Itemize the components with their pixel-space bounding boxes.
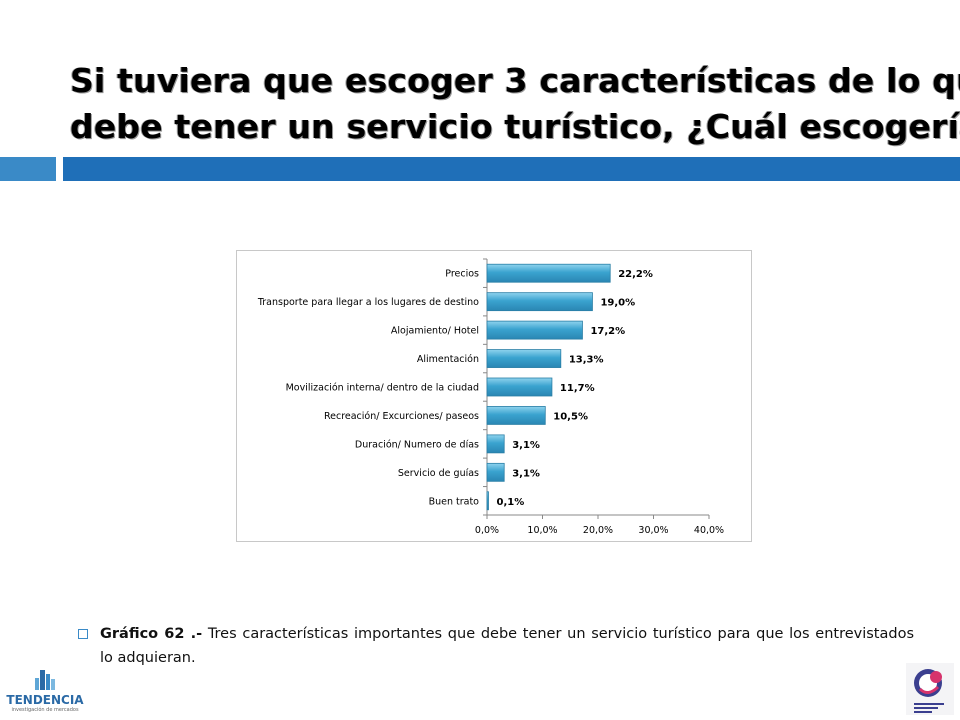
data-label: 3,1% <box>512 468 540 479</box>
logo-left-sub: investigación de mercados <box>11 706 79 713</box>
data-label: 17,2% <box>590 326 625 337</box>
data-label: 3,1% <box>512 440 540 451</box>
title-line-1: Si tuviera que escoger 3 características… <box>70 61 960 100</box>
quito-turismo-logo-icon <box>906 663 954 715</box>
data-label: 10,5% <box>553 411 588 422</box>
data-label: 13,3% <box>569 355 604 366</box>
logo-left-text: TENDENCIA <box>6 693 84 707</box>
data-label: 22,2% <box>618 269 653 280</box>
x-tick-label: 0,0% <box>475 525 499 536</box>
tendencia-logo-icon: TENDENCIA investigación de mercados <box>6 670 84 713</box>
caption-text: Tres características importantes que deb… <box>100 626 914 666</box>
x-tick-label: 40,0% <box>694 525 724 536</box>
bar <box>486 434 505 454</box>
title-line-2: debe tener un servicio turístico, ¿Cuál … <box>70 107 960 146</box>
category-label: Movilización interna/ dentro de la ciuda… <box>286 383 479 394</box>
category-label: Alojamiento/ Hotel <box>391 326 479 337</box>
category-label: Precios <box>445 269 479 280</box>
bullet-square-icon <box>78 629 88 639</box>
bar <box>486 406 546 425</box>
slide-title: Si tuviera que escoger 3 características… <box>70 58 960 150</box>
bar <box>486 462 505 482</box>
bar <box>486 377 553 397</box>
category-label: Transporte para llegar a los lugares de … <box>257 297 479 308</box>
header-band-left <box>0 157 56 181</box>
bar-chart-svg: Precios 22,2% Transporte para llegar a los… <box>257 258 724 536</box>
data-label: 11,7% <box>560 383 595 394</box>
category-label: Servicio de guías <box>398 468 479 479</box>
x-tick-label: 20,0% <box>583 525 613 536</box>
data-label: 19,0% <box>600 298 635 309</box>
category-label: Buen trato <box>429 496 480 507</box>
bar <box>486 491 489 511</box>
bar-chart: Precios 22,2% Transporte para llegar a los… <box>236 250 752 542</box>
category-label: Alimentación <box>417 354 479 365</box>
bar <box>486 320 583 340</box>
data-label: 0,1% <box>497 497 525 508</box>
caption-label: Gráfico 62 .- <box>100 626 203 642</box>
bar <box>486 349 562 368</box>
bar <box>486 292 593 312</box>
category-label: Duración/ Numero de días <box>355 439 479 450</box>
x-tick-label: 30,0% <box>638 525 668 536</box>
header-band-right <box>63 157 960 181</box>
bar <box>486 263 611 283</box>
category-label: Recreación/ Excurciones/ paseos <box>324 411 479 422</box>
x-tick-label: 10,0% <box>527 525 557 536</box>
chart-caption: Gráfico 62 .- Tres características impor… <box>100 622 914 670</box>
